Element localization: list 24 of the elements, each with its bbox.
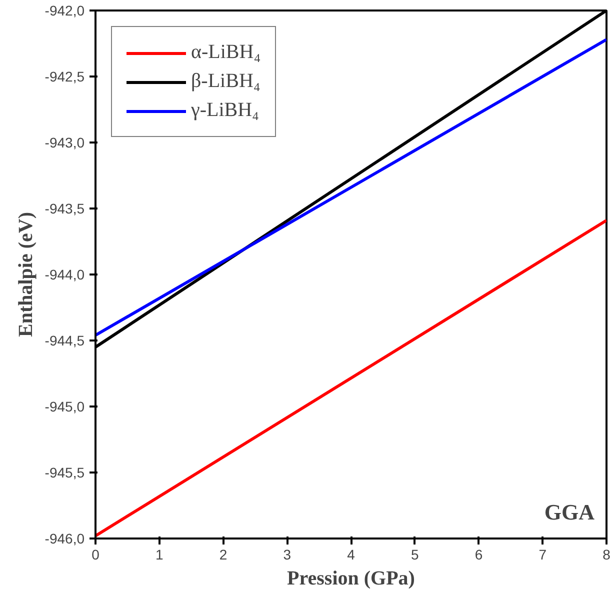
y-tick-label: -944,0: [44, 266, 85, 282]
y-axis-title: Enthalpie (eV): [14, 212, 37, 337]
y-tick-label: -942,5: [44, 68, 85, 84]
legend-label: β-LiBH₄: [191, 70, 260, 93]
x-tick-label: 3: [283, 546, 292, 562]
y-tick-label: -942,0: [44, 2, 85, 18]
x-tick-label: 1: [155, 546, 164, 562]
x-tick-label: 8: [602, 546, 611, 562]
x-axis-title: Pression (GPa): [287, 568, 415, 590]
y-tick-label: -943,5: [44, 200, 85, 216]
y-tick-label: -943,0: [44, 134, 85, 150]
annotation: GGA: [544, 500, 595, 524]
x-tick-label: 0: [92, 546, 100, 562]
legend-label: α-LiBH₄: [191, 41, 261, 64]
y-tick-label: -945,5: [44, 464, 85, 480]
x-tick-label: 2: [219, 546, 228, 562]
x-tick-label: 7: [538, 546, 547, 562]
y-tick-label: -946,0: [44, 530, 85, 546]
y-tick-label: -945,0: [44, 398, 85, 414]
x-tick-label: 4: [347, 546, 356, 562]
x-tick-label: 6: [474, 546, 483, 562]
legend-label: γ-LiBH₄: [191, 99, 260, 122]
y-tick-label: -944,5: [44, 332, 85, 348]
x-tick-label: 5: [410, 546, 419, 562]
